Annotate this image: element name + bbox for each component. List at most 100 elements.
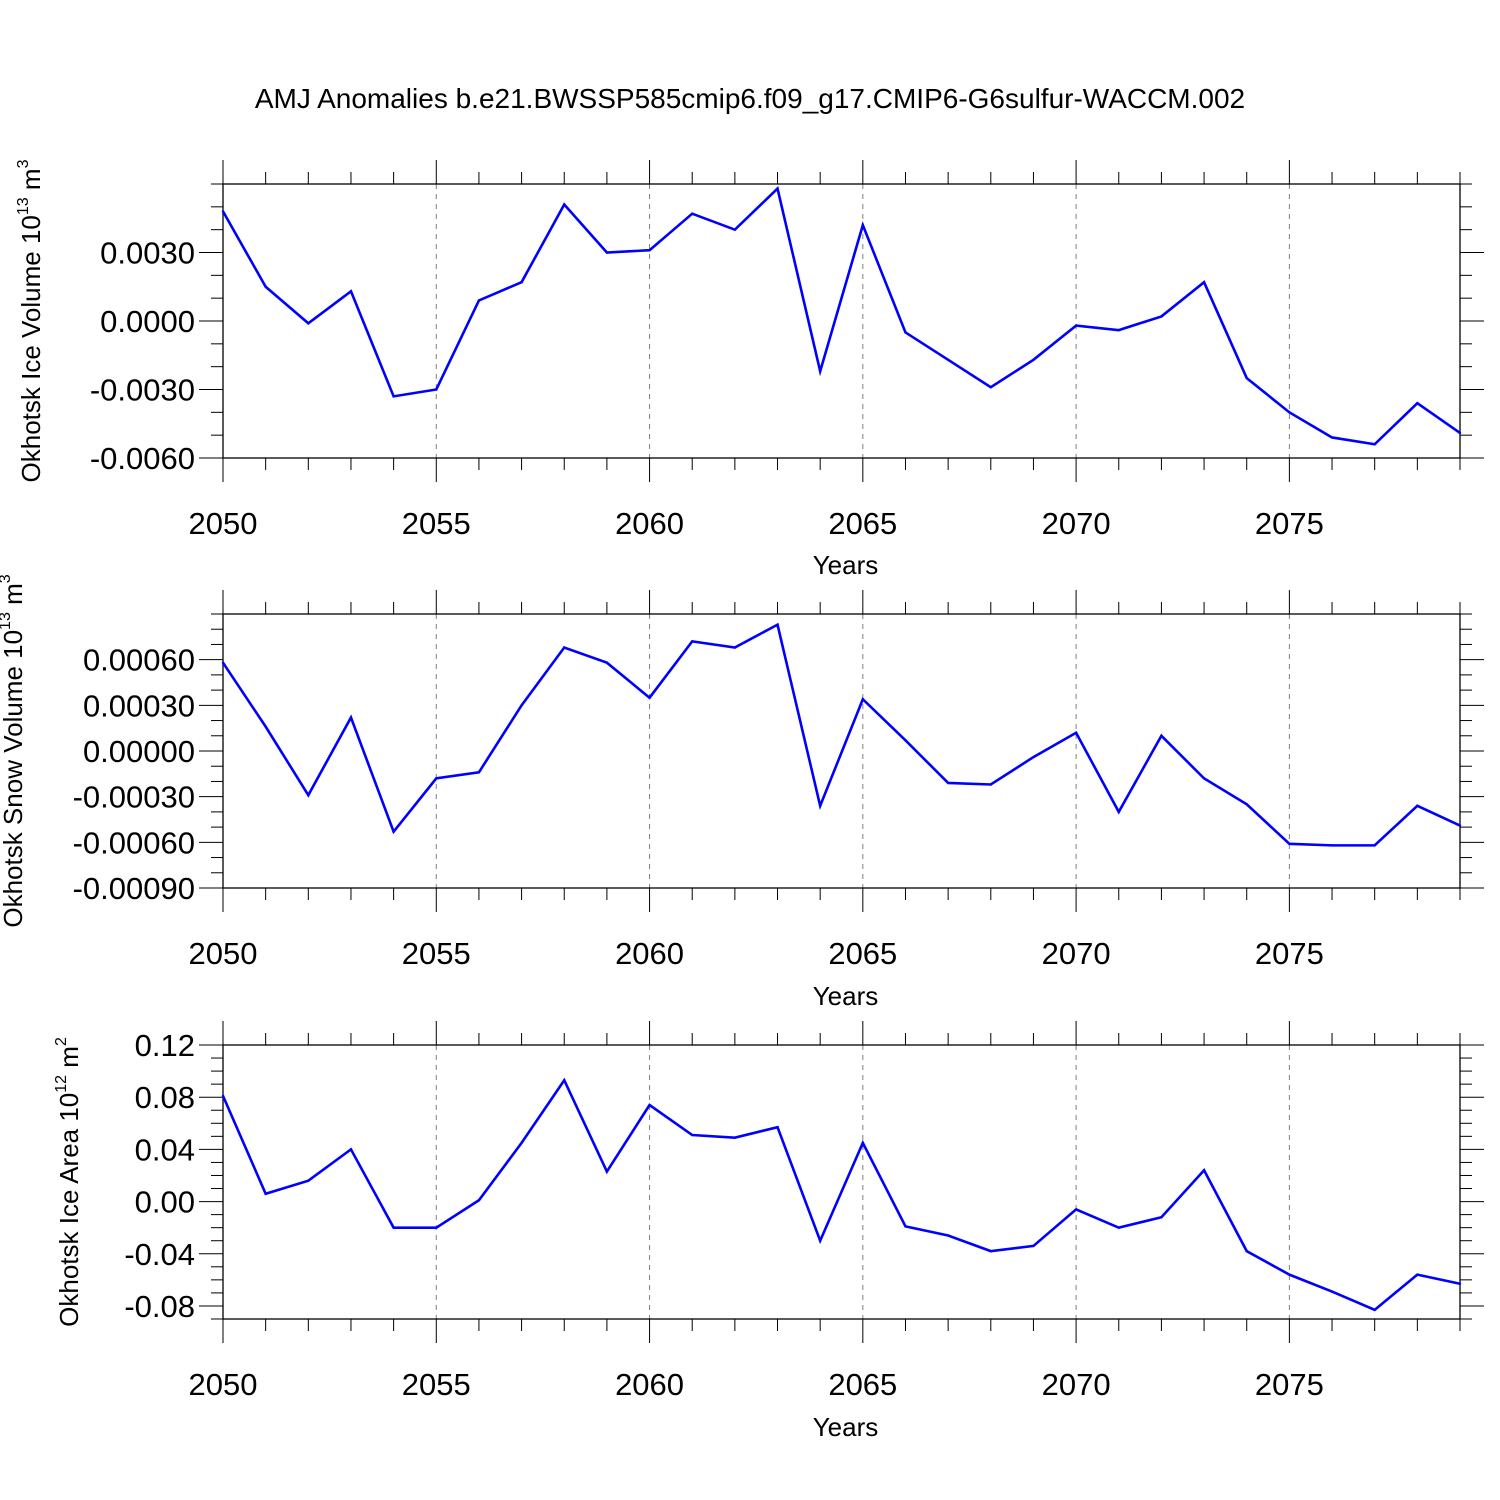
y-axis-title: Okhotsk Snow Volume 1013 m3 bbox=[0, 574, 28, 927]
data-point bbox=[691, 1133, 694, 1137]
data-point bbox=[733, 228, 737, 231]
y-axis-title-exponent: 13 bbox=[15, 197, 32, 215]
y-tick-label: -0.0030 bbox=[90, 373, 195, 408]
data-point bbox=[1416, 804, 1419, 807]
data-point bbox=[435, 388, 438, 391]
data-point bbox=[1373, 844, 1376, 847]
y-tick-label: 0.0030 bbox=[100, 236, 195, 271]
data-point bbox=[1074, 324, 1078, 327]
data-point bbox=[1330, 1290, 1334, 1293]
x-tick-label: 2075 bbox=[1255, 506, 1324, 541]
y-axis-title-text: Okhotsk Snow Volume 10 bbox=[0, 630, 28, 928]
data-point bbox=[264, 1192, 267, 1195]
chart-title: AMJ Anomalies b.e21.BWSSP585cmip6.f09_g1… bbox=[255, 83, 1245, 114]
x-tick-label: 2070 bbox=[1042, 1367, 1111, 1402]
y-tick-label: 0.04 bbox=[135, 1132, 195, 1167]
y-axis-title-text: Okhotsk Ice Volume 10 bbox=[16, 215, 46, 482]
x-tick-label: 2065 bbox=[828, 506, 897, 541]
data-point bbox=[563, 646, 566, 649]
y-axis-title-unit-exponent: 3 bbox=[0, 574, 14, 583]
data-point bbox=[1245, 1249, 1248, 1253]
y-tick-label: -0.0060 bbox=[90, 441, 195, 476]
data-point bbox=[349, 716, 353, 719]
data-point bbox=[1032, 755, 1035, 759]
series-line bbox=[221, 622, 1461, 847]
data-point bbox=[818, 370, 822, 373]
data-point bbox=[392, 830, 395, 833]
y-tick-label: 0.00060 bbox=[83, 643, 195, 678]
data-point bbox=[520, 704, 523, 707]
data-point bbox=[392, 1226, 395, 1229]
data-point bbox=[733, 1136, 737, 1139]
y-tick-label: 0.0000 bbox=[100, 304, 195, 339]
y-tick-label: 0.00 bbox=[135, 1185, 195, 1220]
y-tick-label: 0.00030 bbox=[83, 688, 195, 723]
data-point bbox=[307, 793, 310, 797]
data-point bbox=[1458, 1282, 1462, 1285]
x-axis-title: Years bbox=[813, 981, 879, 1011]
x-tick-label: 2050 bbox=[189, 1367, 258, 1402]
chart-panel-1: -0.0060 -0.0030 0.0000 0.0030 2050 2055 2060 20… bbox=[15, 159, 1484, 580]
data-point bbox=[946, 781, 950, 785]
data-point bbox=[946, 358, 950, 362]
data-point bbox=[477, 771, 481, 774]
data-point bbox=[1245, 376, 1248, 380]
data-point bbox=[818, 804, 822, 807]
y-axis-title-unit-exponent: 2 bbox=[53, 1037, 70, 1046]
data-point bbox=[989, 386, 992, 389]
x-tick-label: 2075 bbox=[1255, 1367, 1324, 1402]
series-line bbox=[221, 186, 1461, 446]
y-axis-title-unit-exponent: 3 bbox=[15, 159, 32, 168]
data-point bbox=[435, 1226, 438, 1229]
data-point bbox=[221, 661, 225, 664]
data-point bbox=[989, 1249, 992, 1253]
y-axis-title-exponent: 13 bbox=[0, 612, 14, 630]
y-tick-label: 0.00000 bbox=[83, 734, 195, 769]
y-tick-label: 0.08 bbox=[135, 1080, 195, 1115]
data-point bbox=[1330, 436, 1334, 439]
x-tick-label: 2060 bbox=[615, 936, 684, 971]
y-tick-label: -0.00030 bbox=[73, 780, 195, 815]
data-point bbox=[691, 640, 694, 643]
x-tick-label: 2070 bbox=[1042, 506, 1111, 541]
data-point bbox=[648, 696, 651, 699]
data-point bbox=[946, 1234, 950, 1237]
x-tick-label: 2065 bbox=[828, 1367, 897, 1402]
data-point bbox=[392, 395, 395, 398]
y-tick-label: -0.08 bbox=[124, 1289, 195, 1324]
data-point bbox=[691, 212, 694, 215]
data-point bbox=[776, 187, 779, 190]
plot-frame bbox=[222, 183, 1461, 459]
y-axis-title-unit: m bbox=[0, 583, 28, 612]
data-point bbox=[904, 331, 907, 334]
data-point bbox=[477, 299, 481, 302]
x-tick-label: 2065 bbox=[828, 936, 897, 971]
y-tick-label: -0.00090 bbox=[73, 871, 195, 906]
data-point bbox=[1202, 1169, 1206, 1172]
data-point bbox=[1160, 734, 1163, 737]
plot-frame bbox=[222, 1044, 1461, 1320]
x-tick-label: 2055 bbox=[402, 936, 471, 971]
y-axis-title-unit: m bbox=[54, 1046, 84, 1075]
data-point bbox=[1458, 824, 1462, 827]
data-point bbox=[776, 1126, 779, 1129]
data-point bbox=[1416, 402, 1419, 405]
data-point bbox=[221, 1094, 225, 1098]
data-point bbox=[1160, 1216, 1163, 1219]
data-point bbox=[605, 661, 609, 664]
y-axis-title: Okhotsk Ice Volume 1013 m3 bbox=[15, 159, 46, 482]
data-point bbox=[477, 1199, 481, 1202]
data-point bbox=[648, 1103, 651, 1107]
data-point bbox=[221, 210, 225, 213]
data-point bbox=[1373, 1308, 1376, 1312]
data-point bbox=[1032, 1244, 1035, 1248]
data-point bbox=[605, 251, 609, 254]
data-point bbox=[1330, 844, 1334, 847]
data-point bbox=[1458, 431, 1462, 435]
data-point bbox=[264, 285, 267, 288]
data-point bbox=[1288, 1273, 1291, 1276]
data-point bbox=[435, 777, 438, 780]
data-point bbox=[1202, 777, 1206, 780]
data-point bbox=[563, 1079, 566, 1082]
